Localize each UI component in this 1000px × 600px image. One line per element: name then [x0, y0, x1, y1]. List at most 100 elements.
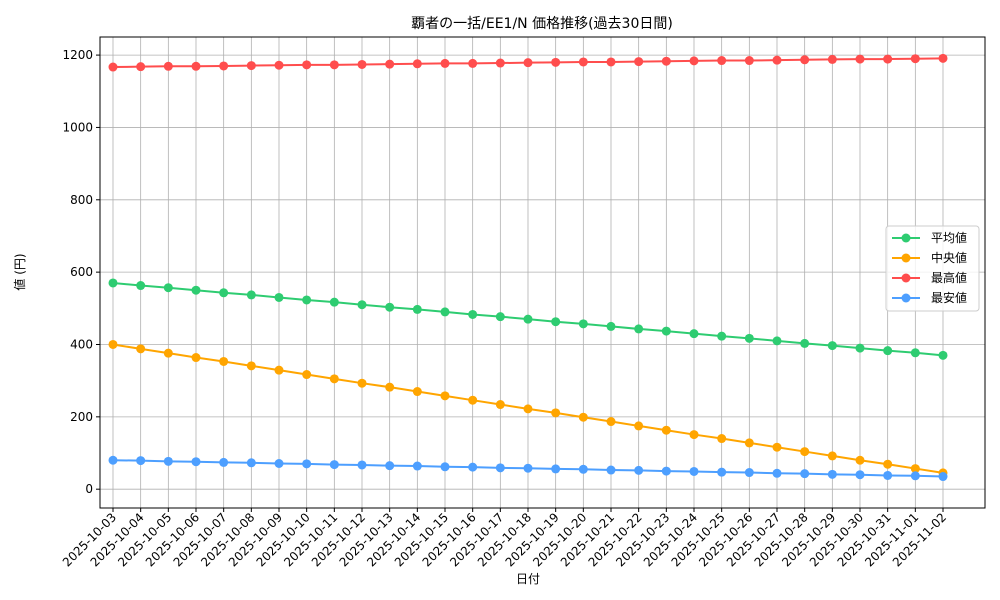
data-point [551, 317, 561, 327]
data-point [772, 55, 782, 65]
y-axis: 0 200 400 600 800 1000 1200 [62, 48, 100, 496]
chart-title: 覇者の一括/EE1/N 価格推移(過去30日間) [411, 16, 673, 32]
data-point [523, 404, 533, 414]
data-point [717, 331, 727, 341]
data-point [136, 281, 146, 291]
data-point [772, 442, 782, 452]
data-point [385, 302, 395, 312]
data-point [523, 58, 533, 68]
data-point [689, 430, 699, 440]
data-point [163, 348, 173, 358]
data-point [108, 455, 118, 465]
data-point [772, 468, 782, 478]
data-point [302, 60, 312, 70]
data-point [634, 57, 644, 67]
data-point [191, 61, 201, 71]
series-最高値 [108, 53, 948, 72]
data-point [523, 463, 533, 473]
data-point [468, 58, 478, 68]
data-point [551, 464, 561, 474]
data-point [855, 470, 865, 480]
data-point [440, 58, 450, 68]
data-point [578, 464, 588, 474]
data-point [357, 300, 367, 310]
data-point [385, 382, 395, 392]
data-point [744, 56, 754, 66]
data-point [302, 295, 312, 305]
data-point [274, 365, 284, 375]
data-point [357, 460, 367, 470]
series-layer [108, 53, 948, 482]
data-point [606, 321, 616, 331]
data-point [717, 434, 727, 444]
y-tick-label: 200 [70, 410, 93, 424]
data-point [661, 425, 671, 435]
y-tick-label: 1200 [62, 48, 93, 62]
data-point [219, 457, 229, 467]
data-point [523, 314, 533, 324]
data-point [219, 288, 229, 298]
data-point [468, 395, 478, 405]
data-point [329, 374, 339, 384]
data-point [744, 438, 754, 448]
data-point [219, 61, 229, 71]
legend-label: 中央値 [931, 250, 967, 265]
data-point [385, 461, 395, 471]
data-point [883, 54, 893, 64]
data-point [357, 59, 367, 69]
data-point [717, 56, 727, 66]
legend-box [885, 225, 980, 312]
data-point [689, 56, 699, 66]
grid [100, 37, 985, 508]
legend-label: 最高値 [931, 270, 967, 285]
data-point [108, 62, 118, 72]
legend-marker [901, 253, 911, 263]
data-point [910, 471, 920, 481]
data-point [246, 458, 256, 468]
data-point [274, 60, 284, 70]
data-point [274, 459, 284, 469]
data-point [163, 456, 173, 466]
data-point [219, 356, 229, 366]
data-point [302, 370, 312, 380]
data-point [883, 346, 893, 356]
data-point [855, 54, 865, 64]
data-point [136, 62, 146, 72]
data-point [385, 59, 395, 69]
data-point [246, 61, 256, 71]
data-point [800, 469, 810, 479]
data-point [468, 309, 478, 319]
data-point [329, 460, 339, 470]
data-point [412, 387, 422, 397]
data-point [661, 56, 671, 66]
data-point [551, 57, 561, 67]
data-point [744, 333, 754, 343]
data-point [661, 326, 671, 336]
data-point [634, 421, 644, 431]
legend-label: 平均値 [931, 230, 967, 245]
data-point [246, 290, 256, 300]
data-point [717, 467, 727, 477]
data-point [412, 461, 422, 471]
data-point [800, 338, 810, 348]
y-tick-label: 1000 [62, 120, 93, 134]
data-point [136, 344, 146, 354]
x-axis-label: 日付 [516, 572, 540, 586]
data-point [606, 465, 616, 475]
data-point [274, 292, 284, 302]
data-point [606, 57, 616, 67]
data-point [827, 341, 837, 351]
data-point [689, 329, 699, 339]
data-point [855, 343, 865, 353]
data-point [855, 455, 865, 465]
data-point [440, 391, 450, 401]
data-point [938, 472, 948, 482]
data-point [329, 297, 339, 307]
data-point [191, 457, 201, 467]
data-point [827, 54, 837, 64]
data-point [191, 353, 201, 363]
y-tick-label: 600 [70, 265, 93, 279]
data-point [246, 361, 256, 371]
data-point [910, 348, 920, 358]
legend-marker [901, 233, 911, 243]
